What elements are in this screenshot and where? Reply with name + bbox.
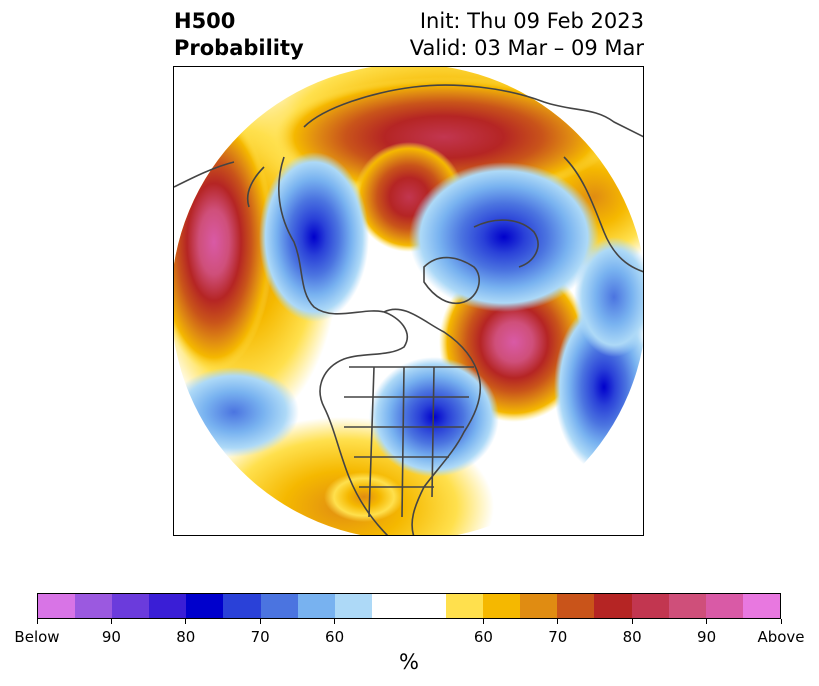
chart-title-left: H500 Probability — [174, 8, 304, 62]
colorbar-tick-label: 90 — [101, 628, 121, 646]
colorbar-swatch — [668, 594, 706, 618]
init-date: Init: Thu 09 Feb 2023 — [419, 9, 644, 33]
probability-map — [173, 66, 644, 536]
colorbar-swatch — [334, 594, 372, 618]
colorbar-swatch — [520, 594, 558, 618]
colorbar-tick — [36, 619, 38, 624]
colorbar-tick-label: 90 — [697, 628, 717, 646]
colorbar-swatch — [631, 594, 669, 618]
colorbar-tick-label: 60 — [325, 628, 345, 646]
title-type: Probability — [174, 36, 304, 60]
colorbar — [37, 593, 781, 619]
colorbar-tick-label: Above — [757, 628, 805, 646]
colorbar-tick — [110, 619, 112, 624]
colorbar-tick — [185, 619, 187, 624]
colorbar-swatch — [260, 594, 298, 618]
colorbar-tick-label: 70 — [250, 628, 270, 646]
colorbar-tick-label: 80 — [622, 628, 642, 646]
colorbar-swatch — [557, 594, 595, 618]
map-svg — [174, 67, 643, 535]
colorbar-tick-label: 70 — [548, 628, 568, 646]
colorbar-swatch — [38, 594, 76, 618]
colorbar-tick-label: 80 — [176, 628, 196, 646]
colorbar-swatch — [705, 594, 743, 618]
trough-asia — [259, 152, 369, 322]
valid-range: Valid: 03 Mar – 09 Mar — [409, 36, 644, 60]
colorbar-swatch — [112, 594, 150, 618]
colorbar-swatch — [371, 594, 409, 618]
colorbar-swatch — [223, 594, 261, 618]
colorbar-swatch — [483, 594, 521, 618]
colorbar-swatch — [446, 594, 484, 618]
colorbar-tick — [482, 619, 484, 624]
anomaly-field — [174, 67, 643, 535]
colorbar-unit: % — [399, 650, 419, 674]
colorbar-tick — [259, 619, 261, 624]
colorbar-tick-label: 60 — [473, 628, 493, 646]
colorbar-swatch — [186, 594, 224, 618]
colorbar-swatch — [742, 594, 780, 618]
colorbar-tick — [706, 619, 708, 624]
colorbar-tick — [334, 619, 336, 624]
colorbar-tick — [780, 619, 782, 624]
colorbar-swatch — [594, 594, 632, 618]
colorbar-swatch — [408, 594, 447, 618]
colorbar-swatch — [75, 594, 113, 618]
colorbar-tick — [631, 619, 633, 624]
colorbar-swatch — [149, 594, 187, 618]
coastlines — [174, 84, 643, 535]
colorbar-tick — [557, 619, 559, 624]
colorbar-swatch — [297, 594, 335, 618]
trough-europe — [409, 162, 599, 312]
title-variable: H500 — [174, 9, 236, 33]
chart-title-right: Init: Thu 09 Feb 2023 Valid: 03 Mar – 09… — [410, 8, 644, 62]
colorbar-tick-label: Below — [14, 628, 60, 646]
